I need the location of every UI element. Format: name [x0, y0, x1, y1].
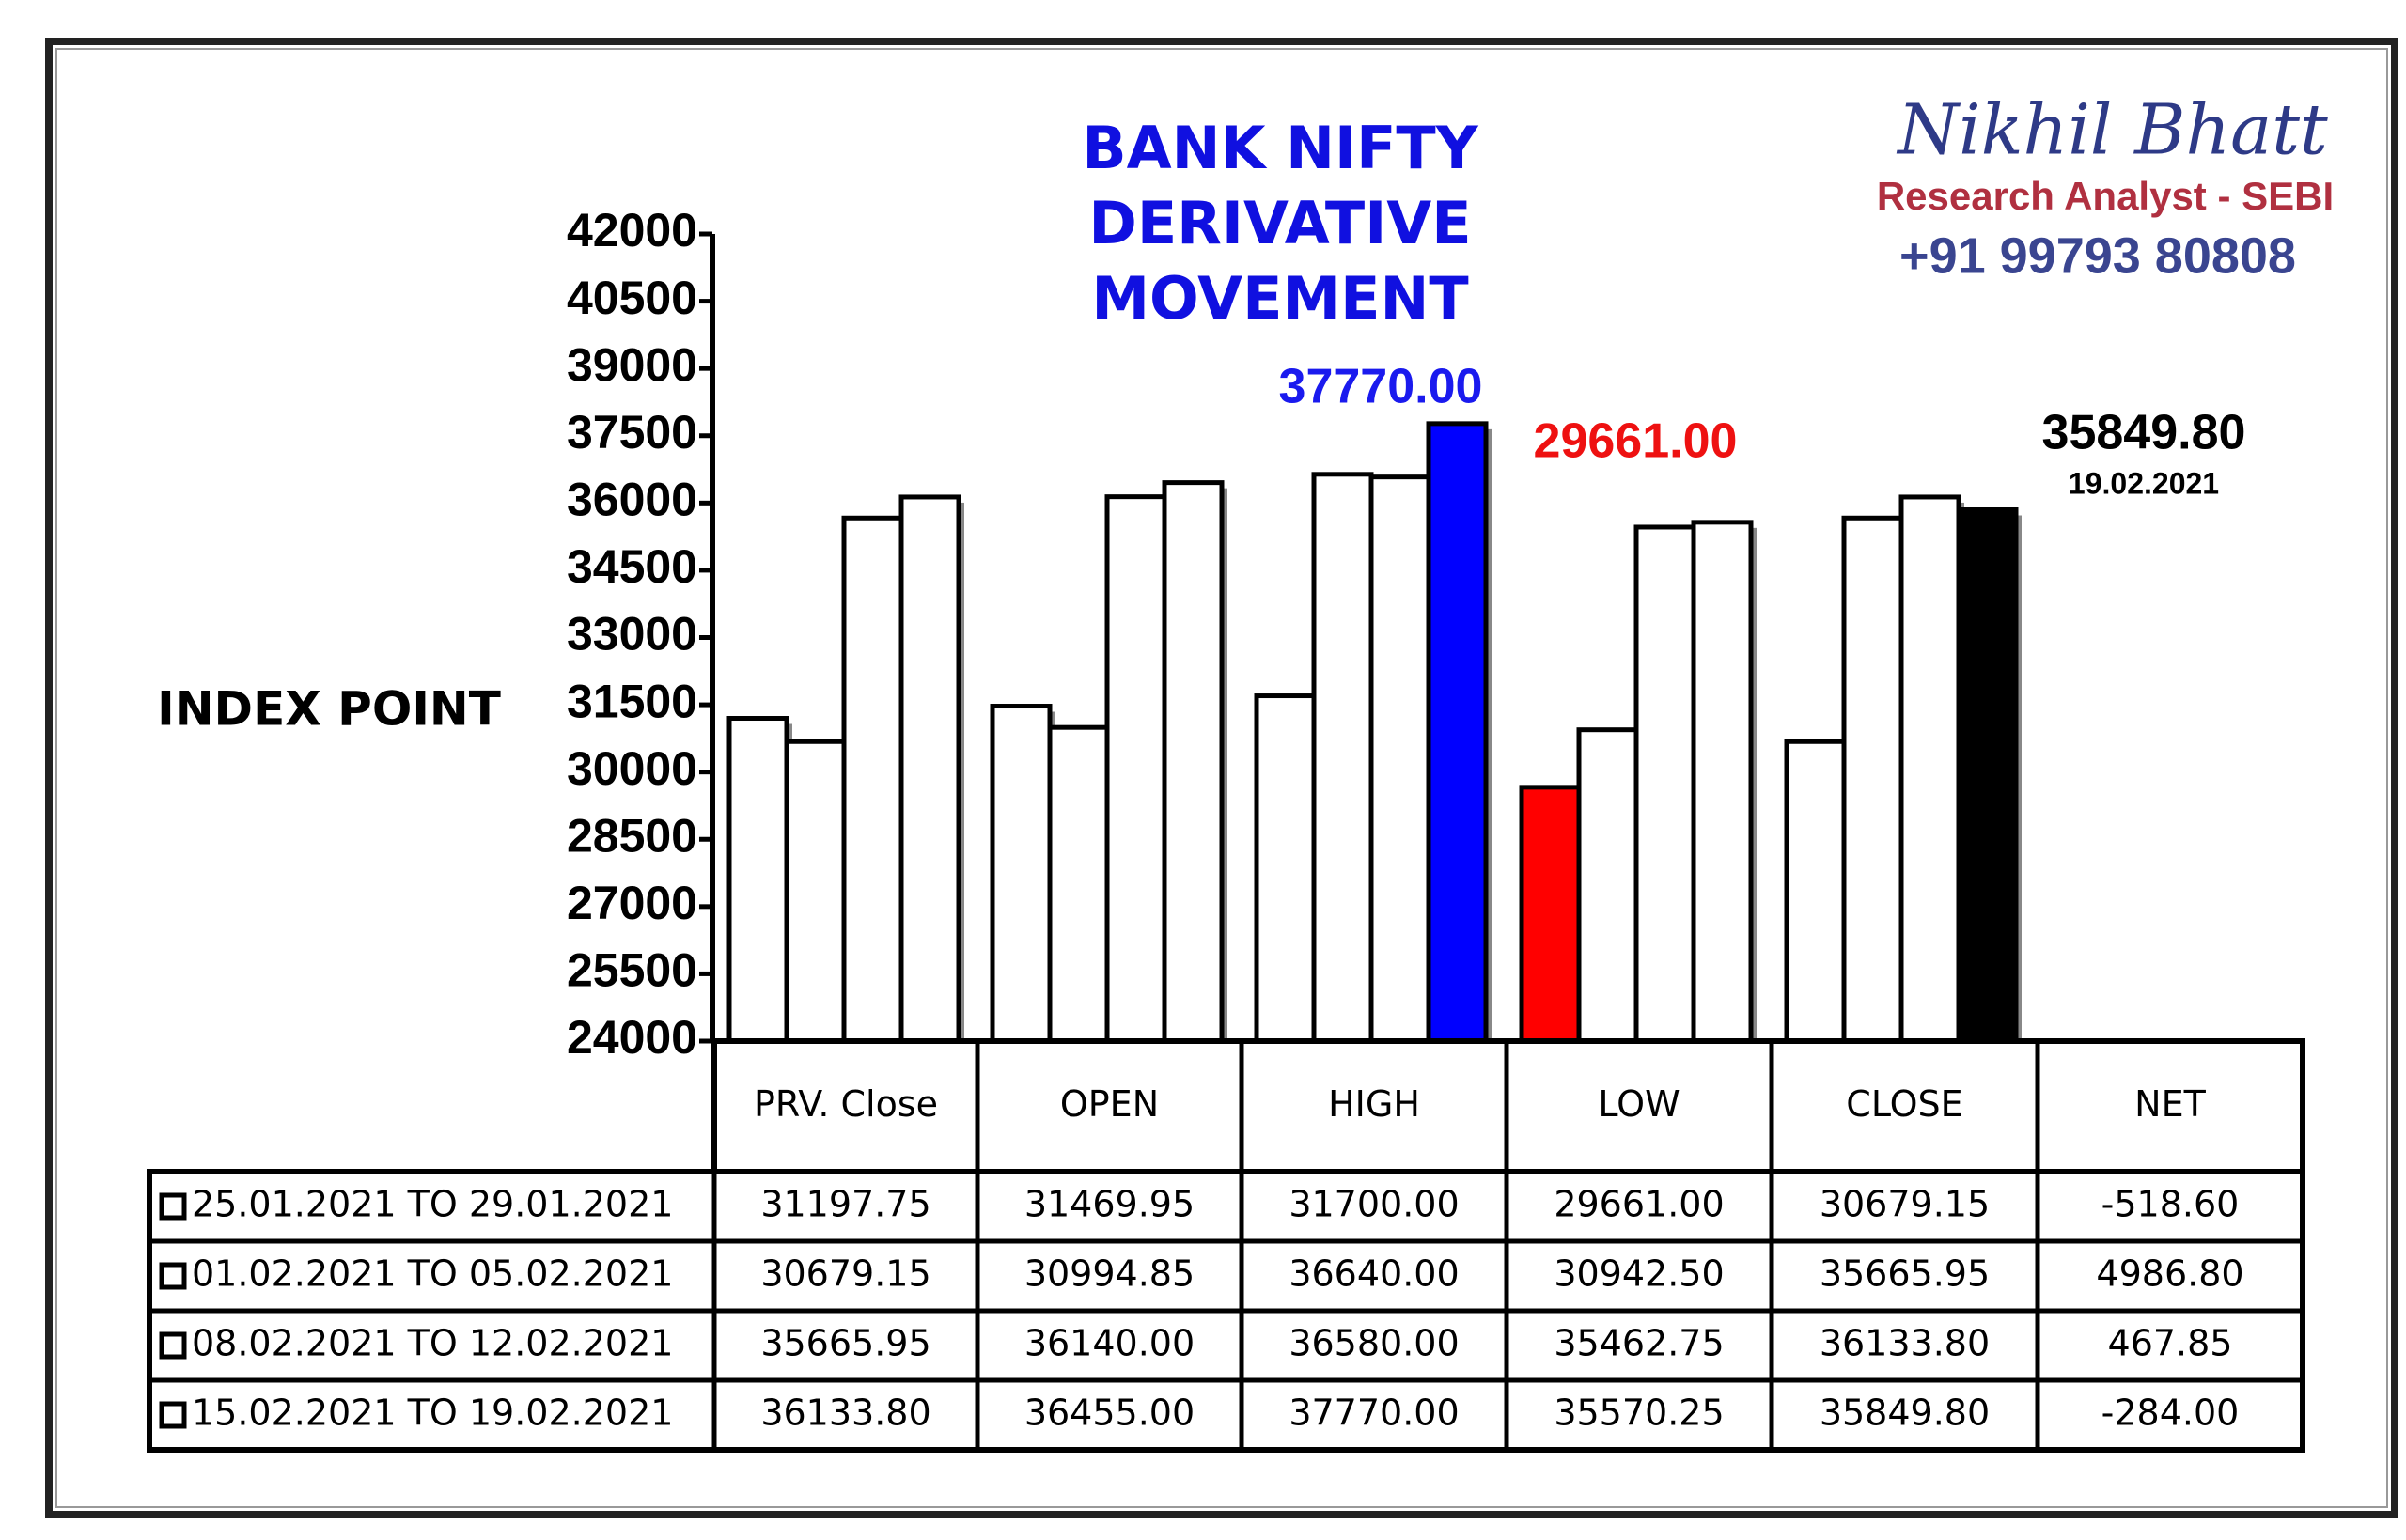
- y-axis-label: INDEX POINT: [157, 682, 501, 737]
- annotation: 37770.00: [1279, 360, 1483, 414]
- y-tick-label: 33000: [567, 608, 697, 661]
- y-tick-label: 24000: [567, 1011, 697, 1064]
- value-label: 31469.95: [1024, 1184, 1195, 1225]
- value-label: 36140.00: [1024, 1323, 1195, 1364]
- bar: [1519, 785, 1582, 1044]
- y-tick-label: 34500: [567, 540, 697, 593]
- bar: [1633, 524, 1696, 1044]
- annotation: 19.02.2021: [2069, 466, 2219, 500]
- value-label: 35462.75: [1554, 1323, 1724, 1364]
- value-label: 467.85: [2108, 1323, 2233, 1364]
- column-header: CLOSE: [1846, 1083, 1962, 1125]
- legend-label: 25.01.2021 TO 29.01.2021: [192, 1184, 673, 1225]
- column-header: PRV. Close: [754, 1083, 938, 1125]
- value-label: 35570.25: [1554, 1392, 1724, 1434]
- value-label: 35665.95: [760, 1323, 930, 1364]
- bar: [1368, 474, 1431, 1044]
- value-label: 30679.15: [760, 1253, 930, 1295]
- y-tick-label: 36000: [567, 474, 697, 526]
- y-tick-label: 28500: [567, 809, 697, 862]
- y-tick-label: 27000: [567, 877, 697, 929]
- bar: [841, 515, 904, 1044]
- value-label: 36580.00: [1289, 1323, 1459, 1364]
- bar: [1841, 515, 1904, 1044]
- y-tick-label: 40500: [567, 272, 697, 324]
- bar: [1254, 693, 1317, 1044]
- bar: [1426, 421, 1489, 1044]
- brand-name: Nikhil Bhatt: [1896, 89, 2328, 170]
- legend-label: 01.02.2021 TO 05.02.2021: [192, 1253, 673, 1295]
- bar: [726, 716, 789, 1044]
- value-label: 30942.50: [1554, 1253, 1724, 1295]
- brand-phone: +91 99793 80808: [1899, 227, 2296, 284]
- brand-role: Research Analyst - SEBI: [1877, 174, 2334, 218]
- value-label: 4986.80: [2096, 1253, 2243, 1295]
- y-tick-label: 42000: [567, 204, 697, 257]
- value-label: 36455.00: [1024, 1392, 1195, 1434]
- bar: [1898, 494, 1961, 1044]
- bar: [1784, 739, 1847, 1044]
- column-header: NET: [2134, 1083, 2206, 1125]
- legend-icon: [159, 1192, 187, 1221]
- y-tick-label: 30000: [567, 742, 697, 795]
- bar: [1104, 494, 1167, 1044]
- chart-title: BANK NIFTY DERIVATIVE MOVEMENT: [1082, 114, 1478, 333]
- bar: [1691, 520, 1754, 1044]
- value-label: 35665.95: [1820, 1253, 1990, 1295]
- legend-label: 08.02.2021 TO 12.02.2021: [192, 1323, 673, 1364]
- frame-inner: [55, 48, 2388, 1508]
- value-label: 35849.80: [1820, 1392, 1990, 1434]
- value-label: 36640.00: [1289, 1253, 1459, 1295]
- value-label: -284.00: [2101, 1392, 2240, 1434]
- value-label: 30679.15: [1820, 1184, 1990, 1225]
- bar: [898, 494, 961, 1044]
- value-label: 36133.80: [1820, 1323, 1990, 1364]
- value-label: -518.60: [2101, 1184, 2240, 1225]
- column-header: LOW: [1598, 1083, 1680, 1125]
- frame: [45, 38, 2398, 1518]
- y-tick-label: 31500: [567, 675, 697, 727]
- bar: [1956, 507, 2019, 1044]
- value-label: 30994.85: [1024, 1253, 1195, 1295]
- value-label: 31197.75: [760, 1184, 930, 1225]
- bar: [1047, 724, 1110, 1044]
- value-label: 31700.00: [1289, 1184, 1459, 1225]
- bar: [1576, 727, 1639, 1044]
- bar: [1311, 472, 1374, 1044]
- bar: [784, 739, 847, 1044]
- y-tick-label: 37500: [567, 406, 697, 459]
- legend-label: 15.02.2021 TO 19.02.2021: [192, 1392, 673, 1434]
- legend-icon: [159, 1331, 187, 1360]
- bar: [1162, 480, 1225, 1044]
- column-header: OPEN: [1060, 1083, 1159, 1125]
- value-label: 37770.00: [1289, 1392, 1459, 1434]
- y-tick-label: 39000: [567, 338, 697, 391]
- annotation: 29661.00: [1534, 414, 1738, 469]
- y-tick-label: 25500: [567, 944, 697, 997]
- annotation: 35849.80: [2042, 406, 2246, 460]
- value-label: 36133.80: [760, 1392, 930, 1434]
- legend-icon: [159, 1401, 187, 1429]
- legend-icon: [159, 1262, 187, 1290]
- bar: [990, 704, 1053, 1044]
- column-header: HIGH: [1328, 1083, 1420, 1125]
- value-label: 29661.00: [1554, 1184, 1724, 1225]
